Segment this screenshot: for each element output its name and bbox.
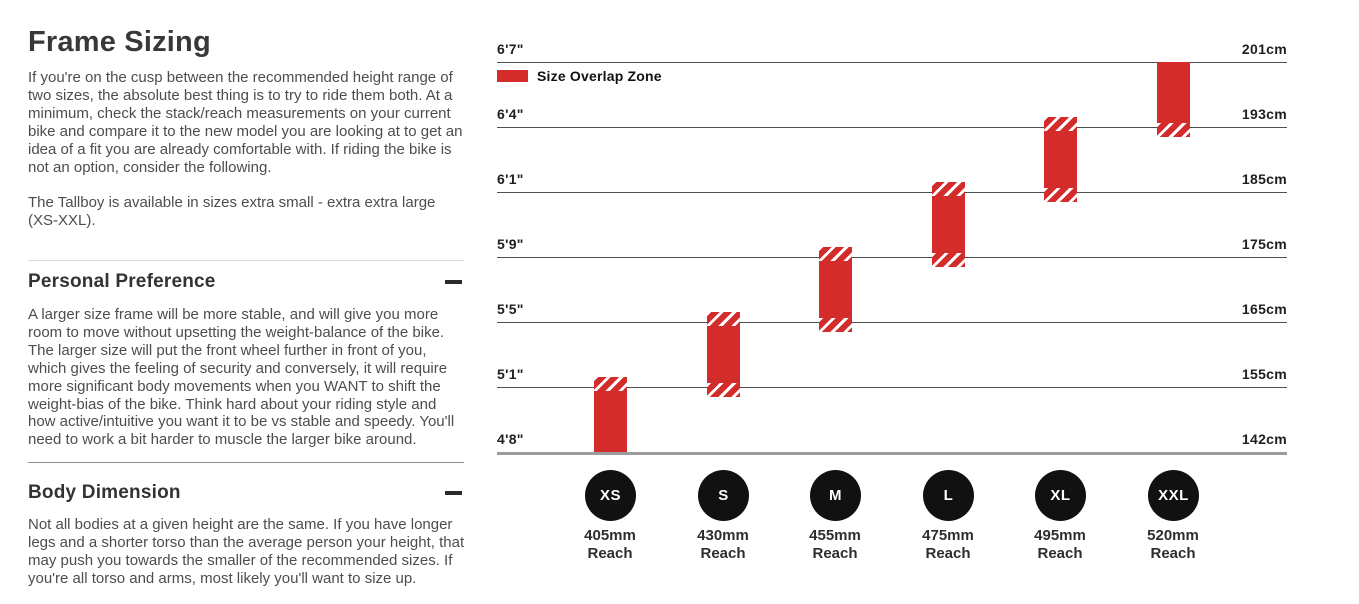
intro-paragraph: If you're on the cusp between the recomm…	[28, 69, 463, 176]
overlap-hatch-top	[707, 312, 740, 326]
section-header-personal-preference[interactable]: Personal Preference	[28, 270, 464, 294]
height-label-imperial: 5'5"	[497, 301, 524, 317]
size-circle-l: L	[923, 470, 974, 521]
height-gridline	[497, 387, 1287, 388]
size-range-bar-s	[707, 312, 740, 397]
height-label-imperial: 6'4"	[497, 106, 524, 122]
overlap-zone-legend: Size Overlap Zone	[497, 68, 662, 84]
reach-label-m: 455mm Reach	[809, 527, 861, 562]
reach-label-xs: 405mm Reach	[584, 527, 636, 562]
size-range-bar-xs	[594, 377, 627, 452]
size-range-bar-l	[932, 182, 965, 267]
reach-label-s: 430mm Reach	[697, 527, 749, 562]
height-gridline	[497, 322, 1287, 323]
height-label-metric: 155cm	[1241, 366, 1287, 382]
section-title: Personal Preference	[28, 271, 216, 292]
size-circle-xs: XS	[585, 470, 636, 521]
height-label-metric: 175cm	[1241, 236, 1287, 252]
overlap-hatch-bottom	[819, 318, 852, 332]
height-gridline	[497, 452, 1287, 455]
overlap-hatch-swatch-icon	[497, 70, 528, 82]
overlap-hatch-bottom	[932, 253, 965, 267]
size-range-bar-m	[819, 247, 852, 332]
overlap-hatch-top	[819, 247, 852, 261]
overlap-hatch-top	[932, 182, 965, 196]
size-range-bar-xxl	[1157, 62, 1190, 137]
reach-label-l: 475mm Reach	[922, 527, 974, 562]
height-label-metric: 165cm	[1241, 301, 1287, 317]
height-gridline	[497, 62, 1287, 63]
height-gridline	[497, 192, 1287, 193]
size-circle-s: S	[698, 470, 749, 521]
size-circle-m: M	[810, 470, 861, 521]
height-label-imperial: 6'1"	[497, 171, 524, 187]
personal-preference-body: A larger size frame will be more stable,…	[28, 306, 455, 449]
collapse-minus-icon[interactable]	[445, 280, 462, 284]
section-divider	[28, 260, 464, 261]
height-label-metric: 185cm	[1241, 171, 1287, 187]
height-label-imperial: 5'9"	[497, 236, 524, 252]
reach-label-xxl: 520mm Reach	[1147, 527, 1199, 562]
height-label-imperial: 4'8"	[497, 431, 524, 447]
availability-paragraph: The Tallboy is available in sizes extra …	[28, 194, 436, 229]
size-circle-xxl: XXL	[1148, 470, 1199, 521]
overlap-hatch-bottom	[1157, 123, 1190, 137]
sizing-info-column: Frame Sizing If you're on the cusp betwe…	[28, 0, 465, 604]
size-circle-xl: XL	[1035, 470, 1086, 521]
height-label-metric: 201cm	[1241, 41, 1287, 57]
height-gridline	[497, 127, 1287, 128]
overlap-hatch-bottom	[1044, 188, 1077, 202]
overlap-hatch-bottom	[707, 383, 740, 397]
height-label-metric: 142cm	[1241, 431, 1287, 447]
section-header-body-dimension[interactable]: Body Dimension	[28, 481, 464, 505]
page-title: Frame Sizing	[28, 26, 211, 58]
body-dimension-body: Not all bodies at a given height are the…	[28, 516, 465, 587]
height-label-imperial: 5'1"	[497, 366, 524, 382]
overlap-zone-legend-label: Size Overlap Zone	[537, 68, 662, 84]
section-divider	[28, 462, 464, 463]
frame-sizing-chart: 6'7" 201cm 6'4" 193cm 6'1" 185cm 5'9" 175cm 5'5"…	[497, 0, 1359, 604]
overlap-hatch-top	[1044, 117, 1077, 131]
height-gridline	[497, 257, 1287, 258]
section-title: Body Dimension	[28, 482, 181, 503]
height-label-metric: 193cm	[1241, 106, 1287, 122]
collapse-minus-icon[interactable]	[445, 491, 462, 495]
reach-label-xl: 495mm Reach	[1034, 527, 1086, 562]
overlap-hatch-top	[594, 377, 627, 391]
height-label-imperial: 6'7"	[497, 41, 524, 57]
size-range-bar-xl	[1044, 117, 1077, 202]
